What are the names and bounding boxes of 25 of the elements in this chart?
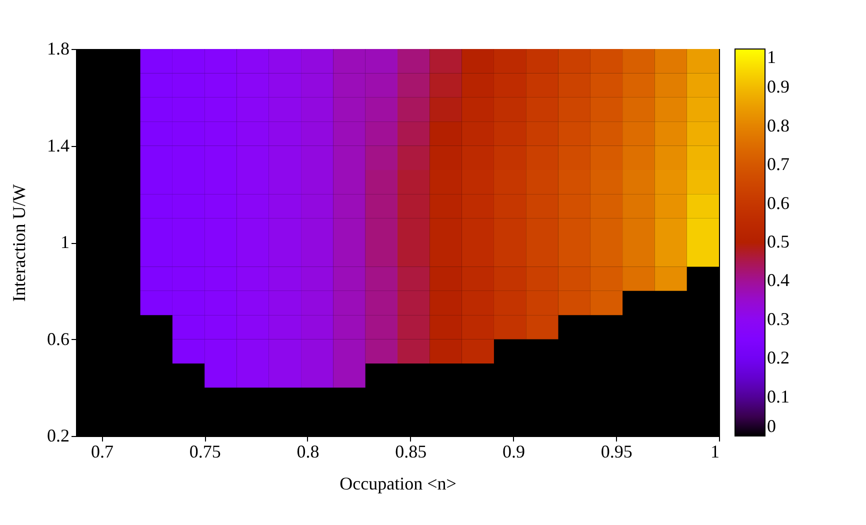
color-bar-label: 0.2 — [767, 348, 790, 368]
y-axis-title: Interaction U/W — [9, 184, 29, 302]
x-tick-label: 0.85 — [395, 442, 427, 462]
x-tick-label: 0.95 — [600, 442, 632, 462]
x-tick-label: 0.7 — [90, 442, 114, 462]
x-tick-label: 0.8 — [296, 442, 320, 462]
color-bar-label: 0.1 — [767, 386, 790, 406]
color-bar-label: 1 — [767, 47, 776, 67]
y-tick-label: 0.2 — [47, 426, 70, 446]
color-bar-label: 0.8 — [767, 115, 790, 136]
y-tick-label: 1.8 — [47, 38, 70, 58]
color-bar-label: 0.6 — [767, 192, 790, 213]
x-tick-label: 1 — [710, 442, 720, 462]
y-tick-label: 0.6 — [47, 328, 70, 349]
color-bar-label: 0.7 — [767, 154, 790, 174]
color-bar-label: 0.5 — [767, 232, 790, 252]
color-bar-label: 0.9 — [767, 76, 790, 97]
x-axis-title: Occupation <n> — [340, 474, 456, 494]
x-tick-label: 0.75 — [189, 442, 221, 462]
y-tick-label: 1.4 — [47, 135, 70, 156]
color-bar-label: 0 — [767, 416, 776, 436]
color-bar-label: 0.4 — [767, 270, 790, 290]
color-bar-label: 0.3 — [767, 308, 790, 329]
x-tick-label: 0.9 — [502, 442, 525, 462]
y-tick-label: 1 — [60, 232, 70, 252]
